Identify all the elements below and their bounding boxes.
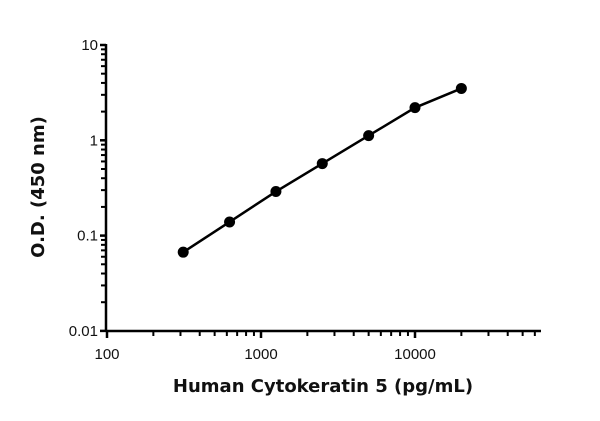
y-axis-title: O.D. (450 nm) bbox=[28, 116, 49, 258]
x-tick-label: 1000 bbox=[244, 346, 277, 363]
data-point bbox=[177, 246, 189, 258]
y-tick-label: 0.1 bbox=[77, 228, 98, 245]
data-point bbox=[455, 82, 467, 94]
series-line bbox=[182, 87, 462, 254]
x-axis-title: Human Cytokeratin 5 (pg/mL) bbox=[173, 376, 473, 397]
x-tick-label: 100 bbox=[94, 346, 119, 363]
data-point bbox=[316, 158, 328, 170]
data-series bbox=[177, 82, 467, 258]
y-axis-major-ticks: 0.01 0.1 1 10 bbox=[69, 37, 106, 340]
data-point bbox=[270, 186, 282, 198]
data-point bbox=[409, 102, 421, 114]
y-tick-label: 10 bbox=[81, 37, 98, 54]
y-tick-label: 0.01 bbox=[69, 323, 98, 340]
x-axis-major-ticks: 100 1000 10000 bbox=[94, 331, 436, 363]
x-tick-label: 10000 bbox=[394, 346, 436, 363]
data-point bbox=[363, 130, 375, 142]
data-point bbox=[224, 216, 236, 228]
y-tick-label: 1 bbox=[90, 132, 98, 149]
